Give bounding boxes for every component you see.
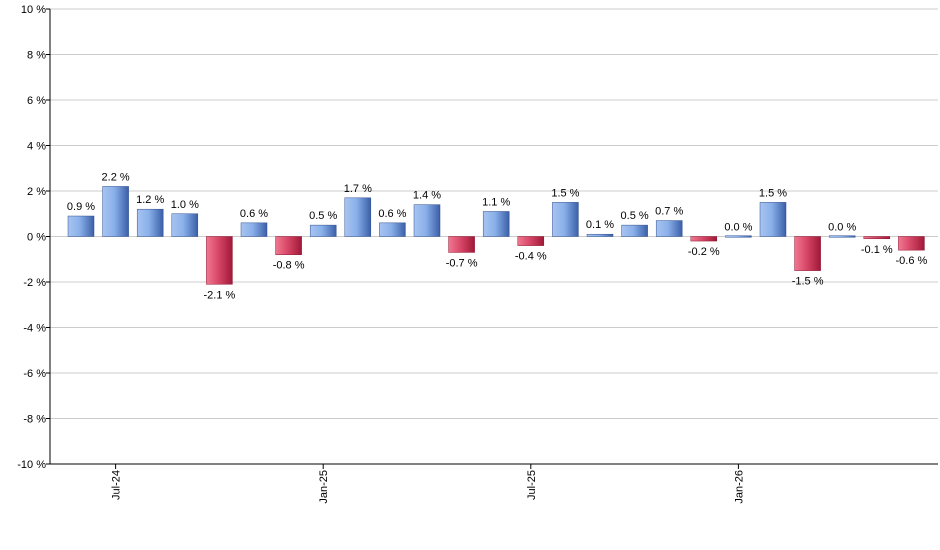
bar bbox=[309, 224, 337, 237]
y-tick-label: -2 % bbox=[23, 277, 46, 289]
bar bbox=[725, 235, 752, 238]
data-label: -2.1 % bbox=[204, 289, 236, 301]
data-label: 0.0 % bbox=[724, 222, 752, 234]
bar bbox=[344, 197, 372, 237]
bar bbox=[482, 211, 510, 237]
bar bbox=[275, 236, 302, 255]
data-label: 0.7 % bbox=[655, 206, 683, 218]
data-label: 1.7 % bbox=[344, 183, 372, 195]
data-label: -0.7 % bbox=[446, 257, 478, 269]
bar bbox=[517, 236, 545, 246]
bar bbox=[759, 202, 787, 237]
y-tick-label: 10 % bbox=[21, 4, 46, 16]
x-tick-label: Jan-26 bbox=[733, 470, 745, 504]
data-label: 1.5 % bbox=[551, 187, 579, 199]
bar bbox=[379, 222, 406, 237]
data-label: 0.6 % bbox=[378, 208, 406, 220]
bar bbox=[448, 236, 475, 253]
y-tick-label: -8 % bbox=[23, 414, 46, 426]
y-axis-tick-labels: 10 % 8 % 6 % 4 % 2 % 0 % -2 % -4 % -6 % -8 % -10 % bbox=[17, 4, 46, 471]
data-label: -0.4 % bbox=[515, 251, 547, 263]
y-tick-label: -6 % bbox=[23, 368, 46, 380]
bar bbox=[206, 236, 233, 285]
bar bbox=[621, 224, 648, 237]
bar bbox=[136, 208, 164, 237]
y-tick-label: -10 % bbox=[17, 459, 46, 471]
y-tick-label: 8 % bbox=[27, 50, 46, 62]
bar bbox=[898, 236, 925, 251]
bar bbox=[794, 236, 821, 271]
bar bbox=[655, 220, 683, 237]
data-labels: 0.9 % 2.2 % 1.2 % 1.0 % -2.1 % 0.6 % -0.8 % 0.5… bbox=[67, 171, 928, 301]
bar bbox=[690, 236, 718, 242]
bar bbox=[171, 213, 199, 237]
bar bbox=[552, 202, 579, 237]
data-label: 1.4 % bbox=[413, 190, 441, 202]
data-label: 2.2 % bbox=[102, 171, 130, 183]
y-tick-label: 4 % bbox=[27, 141, 46, 153]
x-tick-label: Jan-25 bbox=[318, 470, 330, 504]
data-label: 1.1 % bbox=[482, 196, 510, 208]
data-label: -0.8 % bbox=[273, 260, 305, 272]
bar bbox=[863, 236, 891, 240]
data-label: 0.5 % bbox=[621, 210, 649, 222]
data-label: -0.6 % bbox=[896, 255, 928, 267]
data-label: -0.2 % bbox=[688, 246, 720, 258]
bars bbox=[67, 186, 925, 285]
data-label: 0.0 % bbox=[828, 222, 856, 234]
y-tick-label: 2 % bbox=[27, 186, 46, 198]
bar bbox=[240, 222, 268, 237]
data-label: 1.0 % bbox=[171, 199, 199, 211]
data-label: 0.5 % bbox=[309, 210, 337, 222]
bar bbox=[828, 235, 856, 238]
bar bbox=[413, 204, 441, 237]
data-label: -1.5 % bbox=[792, 276, 824, 288]
data-label: 0.9 % bbox=[67, 201, 95, 213]
y-tick-label: 6 % bbox=[27, 95, 46, 107]
bar bbox=[102, 186, 129, 237]
y-tick-label: 0 % bbox=[27, 232, 46, 244]
x-axis-tick-labels: Jul-24 Jan-25 Jul-25 Jan-26 bbox=[111, 470, 746, 504]
data-label: 0.1 % bbox=[586, 219, 614, 231]
bar bbox=[586, 233, 614, 237]
x-tick-label: Jul-24 bbox=[111, 470, 123, 500]
data-label: -0.1 % bbox=[861, 244, 893, 256]
data-label: 0.6 % bbox=[240, 208, 268, 220]
data-label: 1.2 % bbox=[136, 194, 164, 206]
data-label: 1.5 % bbox=[759, 187, 787, 199]
y-tick-label: -4 % bbox=[23, 323, 46, 335]
axes bbox=[46, 8, 938, 469]
bar bbox=[67, 215, 95, 237]
x-tick-label: Jul-25 bbox=[526, 470, 538, 500]
